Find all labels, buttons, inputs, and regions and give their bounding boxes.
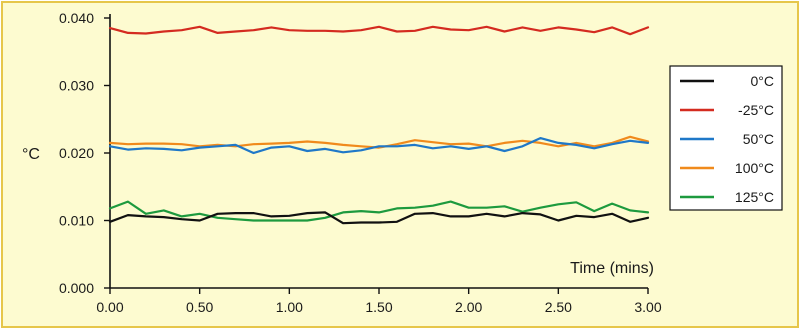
legend: 0°C -25°C 50°C 100°C 125°C	[669, 65, 783, 211]
x-axis-title: Time (mins)	[570, 260, 654, 277]
y-axis-title: °C	[22, 146, 40, 163]
series-line	[108, 200, 650, 222]
legend-label: 100°C	[735, 160, 774, 176]
series-line	[108, 211, 650, 225]
legend-label: 50°C	[743, 131, 774, 147]
x-tick-label: 3.00	[634, 299, 661, 315]
x-tick-label: 1.00	[276, 299, 303, 315]
x-tick-label: 1.50	[365, 299, 392, 315]
series-layer	[108, 25, 650, 225]
y-tick-label: 0.030	[59, 78, 94, 94]
y-tick-label: 0.040	[59, 10, 94, 26]
x-tick-label: 0.50	[186, 299, 213, 315]
y-tick-label: 0.000	[59, 280, 94, 296]
y-tick-label: 0.010	[59, 213, 94, 229]
x-tick-label: 2.50	[545, 299, 572, 315]
series-line	[108, 135, 650, 149]
series-line	[108, 137, 650, 155]
axes: 0.000 0.010 0.020 0.030 0.040 0.00 0.50 1.00 1.5…	[59, 10, 662, 315]
x-tick-label: 0.00	[96, 299, 123, 315]
series-line	[108, 25, 650, 36]
x-tick-label: 2.00	[455, 299, 482, 315]
legend-label: -25°C	[738, 102, 774, 118]
legend-label: 125°C	[735, 189, 774, 205]
legend-label: 0°C	[751, 73, 775, 89]
y-tick-label: 0.020	[59, 145, 94, 161]
